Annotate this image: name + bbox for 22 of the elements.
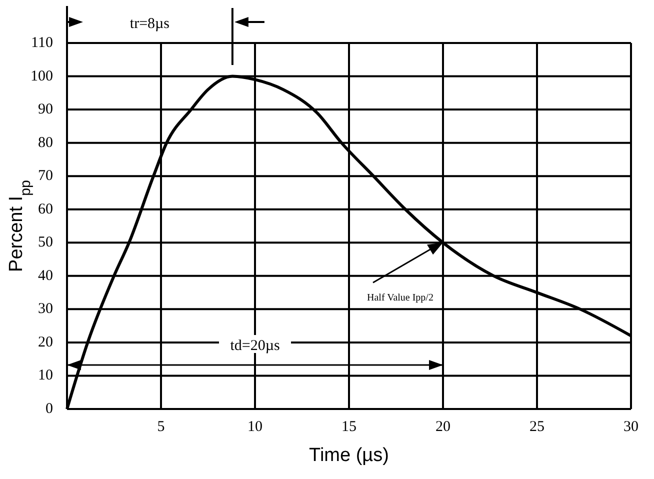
y-tick-label: 20 [38, 334, 53, 350]
y-tick-label: 0 [46, 401, 53, 417]
x-tick-label: 10 [248, 419, 262, 435]
x-tick-label: 20 [436, 419, 450, 435]
y-tick-label: 30 [38, 301, 53, 318]
x-tick-label: 30 [624, 419, 638, 435]
annotation: Half Value Ipp/2 [367, 292, 434, 304]
y-tick-label: 50 [38, 234, 53, 251]
y-tick-label: 40 [38, 268, 53, 284]
text: tr=8µs [130, 16, 170, 32]
y-tick-label: 100 [30, 68, 53, 84]
x-tick-label: 15 [342, 419, 356, 435]
annotation: td=20µs [230, 338, 280, 354]
y-tick-label: 70 [38, 168, 53, 184]
x-tick-label: 5 [157, 419, 165, 435]
y-tick-label: 80 [38, 134, 53, 151]
y-tick-label: 10 [38, 368, 53, 384]
x-axis-title: Time (µs) [309, 445, 389, 466]
y-tick-label: 110 [31, 35, 53, 51]
y-tick-label: 90 [38, 102, 53, 118]
y-tick-label: 60 [38, 201, 53, 218]
x-tick-label: 25 [530, 419, 544, 435]
